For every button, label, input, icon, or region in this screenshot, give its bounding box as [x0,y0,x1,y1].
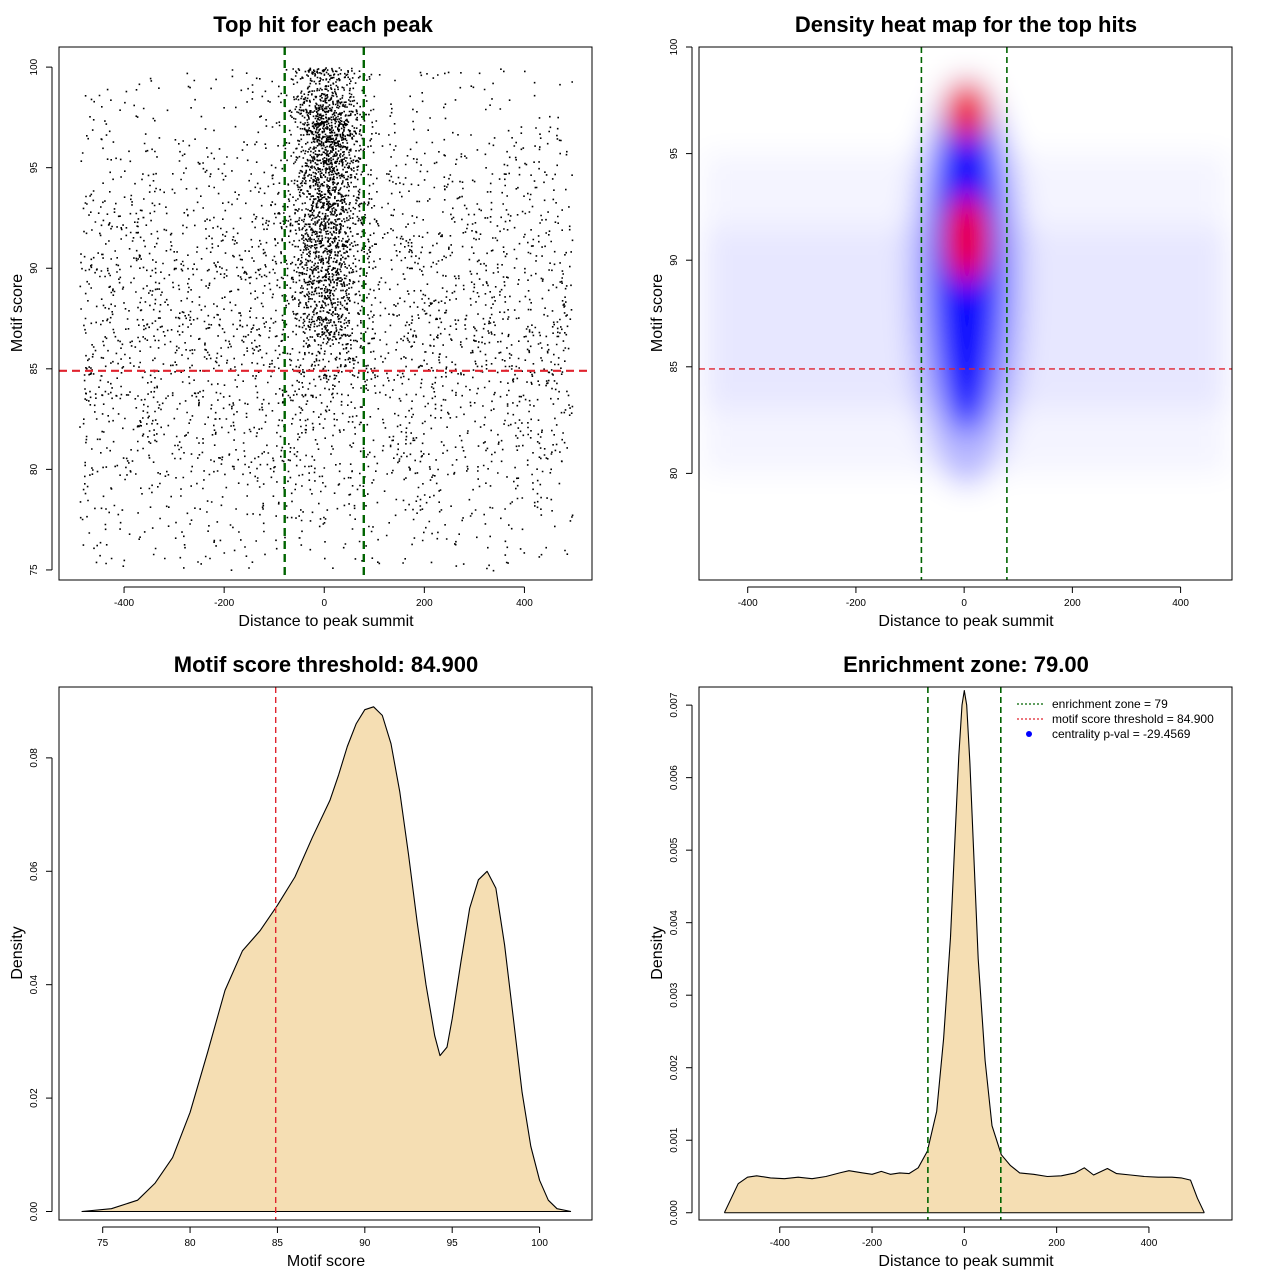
distance-density-y-tick-label: 0.003 [669,982,680,1007]
distance-density-y-axis-label: Density [649,926,666,979]
legend-enrichment-label: enrichment zone = 79 [1052,697,1168,711]
heatmap-panel: Density heat map for the top hits -400 -2… [649,12,1233,630]
scatter-x-tick-label: -200 [214,598,234,609]
score-density-x-tick-label: 85 [272,1238,284,1249]
distance-density-x-tick-label: 200 [1048,1238,1065,1249]
score-density-title: Motif score threshold: 84.900 [174,652,478,677]
scatter-x-axis-label: Distance to peak summit [238,613,414,630]
score-density-x-tick-label: 80 [185,1238,197,1249]
heatmap-x-axis-label: Distance to peak summit [878,613,1054,630]
distance-density-x-tick-label: 400 [1141,1238,1158,1249]
score-density-axes: 75 80 85 90 95 100 0.00 0.02 0.04 0.06 0.08 [29,748,548,1249]
distance-density-title: Enrichment zone: 79.00 [843,652,1089,677]
heatmap-y-tick-label: 90 [669,254,680,266]
score-density-y-axis-label: Density [9,926,26,979]
scatter-reference-lines [59,47,592,580]
scatter-x-tick-label: -400 [114,598,134,609]
distance-density-x-tick-label: -400 [770,1238,790,1249]
score-density-x-axis-label: Motif score [287,1253,365,1270]
heatmap-x-tick-label: -200 [846,598,866,609]
score-density-y-tick-label: 0.06 [29,861,40,881]
distance-density-plot-area [723,687,1205,1220]
distance-density-y-tick-label: 0.002 [669,1055,680,1080]
scatter-y-axis-label: Motif score [9,274,26,352]
heatmap-x-tick-label: 200 [1064,598,1081,609]
legend-pval-label: centrality p-val = -29.4569 [1052,727,1191,741]
heatmap-plot-area [699,47,1232,580]
distance-density-y-tick-label: 0.001 [669,1127,680,1152]
heatmap-y-tick-label: 80 [669,467,680,479]
heatmap-reference-lines [699,47,1232,580]
score-density-x-tick-label: 75 [97,1238,109,1249]
score-density-y-tick-label: 0.00 [29,1201,40,1221]
scatter-panel: Top hit for each peak -400 -200 0 200 400 75 8… [9,12,593,630]
score-density-density-curve [81,706,572,1213]
score-density-x-tick-label: 95 [447,1238,459,1249]
scatter-x-tick-label: 400 [516,598,533,609]
heatmap-hotspot [944,194,989,283]
scatter-frame [58,46,593,581]
distance-density-panel: Enrichment zone: 79.00 -400 -200 0 200 400 0.… [649,652,1233,1270]
distance-density-y-tick-label: 0.006 [669,765,680,790]
distance-density-x-tick-label: -200 [862,1238,882,1249]
heatmap-x-tick-label: -400 [738,598,758,609]
score-density-y-tick-label: 0.08 [29,748,40,768]
legend-pval-point [1026,731,1032,737]
scatter-title: Top hit for each peak [213,12,433,37]
heatmap-y-tick-label: 95 [669,148,680,160]
heatmap-y-tick-label: 85 [669,361,680,373]
heatmap-density [699,47,1232,580]
score-density-plot-area [81,687,572,1220]
distance-density-density-curve [723,690,1205,1213]
score-density-x-tick-label: 90 [359,1238,371,1249]
scatter-y-tick-label: 95 [29,162,40,174]
heatmap-axes: -400 -200 0 200 400 80 85 90 95 100 [669,38,1189,609]
distance-density-frame [698,686,1233,1221]
scatter-y-tick-label: 85 [29,363,40,375]
heatmap-y-tick-label: 100 [669,38,680,55]
legend-threshold-label: motif score threshold = 84.900 [1052,712,1214,726]
score-density-y-tick-label: 0.02 [29,1088,40,1108]
distance-density-y-tick-label: 0.004 [669,910,680,935]
distance-density-y-tick-label: 0.000 [669,1200,680,1225]
distance-density-y-tick-label: 0.005 [669,837,680,862]
scatter-points [79,67,574,572]
heatmap-hotspot [944,80,989,141]
scatter-y-tick-label: 80 [29,463,40,475]
score-density-x-tick-label: 100 [531,1238,548,1249]
distance-density-x-axis-label: Distance to peak summit [878,1253,1054,1270]
heatmap-frame [698,46,1233,581]
distance-density-x-tick-label: 0 [962,1238,968,1249]
scatter-y-tick-label: 75 [29,564,40,576]
legend: enrichment zone = 79 motif score thresho… [1017,697,1214,741]
score-density-panel: Motif score threshold: 84.900 75 80 85 90 95… [9,652,593,1270]
heatmap-x-tick-label: 400 [1172,598,1189,609]
heatmap-x-tick-label: 0 [961,598,967,609]
scatter-x-tick-label: 0 [321,598,327,609]
scatter-plot-area [79,67,574,572]
scatter-y-tick-label: 100 [29,58,40,75]
heatmap-y-axis-label: Motif score [649,274,666,352]
distance-density-y-tick-label: 0.007 [669,692,680,717]
score-density-area-fill [81,706,571,1212]
distance-density-axes: -400 -200 0 200 400 0.000 0.001 0.002 0.003 0.004… [669,692,1158,1249]
distance-density-area-fill [724,690,1205,1213]
scatter-y-tick-label: 90 [29,262,40,274]
scatter-x-tick-label: 200 [416,598,433,609]
heatmap-title: Density heat map for the top hits [795,12,1137,37]
score-density-frame [58,686,593,1221]
scatter-axes: -400 -200 0 200 400 75 80 85 90 95 100 [29,58,533,609]
score-density-y-tick-label: 0.04 [29,975,40,995]
